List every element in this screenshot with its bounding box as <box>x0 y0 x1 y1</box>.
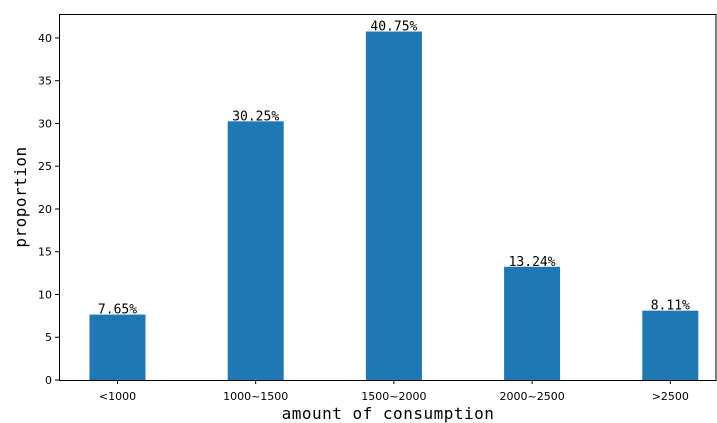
bar <box>504 266 561 380</box>
x-tick-label: 2000~2500 <box>499 390 564 403</box>
bar-value-label: 8.11% <box>651 299 690 314</box>
y-tick-label: 5 <box>45 331 52 344</box>
bar <box>89 314 146 380</box>
y-axis-ticks: 0 5 10 15 20 25 30 35 40 <box>38 32 59 387</box>
x-tick-label: <1000 <box>99 390 136 403</box>
y-tick-label: 20 <box>38 203 52 216</box>
y-tick-label: 40 <box>38 32 52 45</box>
x-tick-label: 1000~1500 <box>223 390 288 403</box>
bar <box>642 310 699 380</box>
data-labels-group: 7.65% 30.25% 40.75% 13.24% 8.11% <box>98 20 690 318</box>
bars-group <box>89 31 699 381</box>
y-axis-title: proportion <box>11 146 30 247</box>
y-tick-label: 35 <box>38 75 52 88</box>
bar-value-label: 30.25% <box>232 109 279 124</box>
y-tick-label: 10 <box>38 288 52 301</box>
y-tick-label: 15 <box>38 246 52 259</box>
y-tick-label: 25 <box>38 160 52 173</box>
bar <box>365 31 422 381</box>
x-tick-label: 1500~2000 <box>361 390 426 403</box>
bar-value-label: 13.24% <box>509 255 556 270</box>
x-axis-title: amount of consumption <box>282 404 495 423</box>
bar-value-label: 40.75% <box>370 20 417 35</box>
bar <box>227 121 284 380</box>
y-tick-label: 0 <box>45 374 52 387</box>
x-tick-label: >2500 <box>652 390 689 403</box>
plot-frame <box>59 14 717 381</box>
x-axis-ticks: <1000 1000~1500 1500~2000 2000~2500 >2500 <box>99 380 689 403</box>
y-tick-label: 30 <box>38 117 52 130</box>
bar-value-label: 7.65% <box>98 303 137 318</box>
